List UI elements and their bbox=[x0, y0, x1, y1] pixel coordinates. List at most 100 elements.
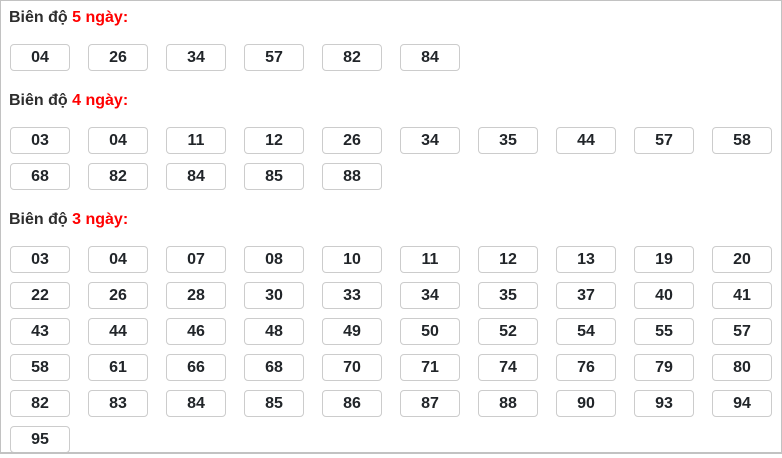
number-cell: 48 bbox=[235, 318, 313, 345]
number-cell: 84 bbox=[391, 44, 469, 71]
number-cell: 93 bbox=[625, 390, 703, 417]
number-cell: 82 bbox=[1, 390, 79, 417]
number-box: 90 bbox=[556, 390, 616, 417]
number-box: 80 bbox=[712, 354, 772, 381]
number-cell: 68 bbox=[235, 354, 313, 381]
number-cell: 94 bbox=[703, 390, 781, 417]
number-cell: 58 bbox=[703, 127, 781, 154]
number-cell: 58 bbox=[1, 354, 79, 381]
number-box: 22 bbox=[10, 282, 70, 309]
number-cell: 66 bbox=[157, 354, 235, 381]
number-box: 57 bbox=[244, 44, 304, 71]
number-cell: 13 bbox=[547, 246, 625, 273]
amplitude-section: Biên độ 4 ngày: 03 04 11 12 26 34 35 44 … bbox=[1, 84, 781, 190]
number-cell: 11 bbox=[391, 246, 469, 273]
number-box: 34 bbox=[166, 44, 226, 71]
number-box: 04 bbox=[88, 127, 148, 154]
number-box: 82 bbox=[88, 163, 148, 190]
number-cell: 84 bbox=[157, 163, 235, 190]
number-box: 88 bbox=[478, 390, 538, 417]
number-cell: 54 bbox=[547, 318, 625, 345]
number-cell: 82 bbox=[79, 163, 157, 190]
number-box: 26 bbox=[322, 127, 382, 154]
number-grid: 03 04 11 12 26 34 35 44 57 58 68 82 84 8… bbox=[1, 127, 781, 190]
number-cell: 50 bbox=[391, 318, 469, 345]
number-box: 04 bbox=[88, 246, 148, 273]
number-box: 85 bbox=[244, 163, 304, 190]
number-box: 03 bbox=[10, 127, 70, 154]
number-cell: 57 bbox=[625, 127, 703, 154]
number-cell: 70 bbox=[313, 354, 391, 381]
number-box: 93 bbox=[634, 390, 694, 417]
number-cell: 34 bbox=[391, 282, 469, 309]
number-box: 84 bbox=[400, 44, 460, 71]
number-box: 58 bbox=[712, 127, 772, 154]
number-cell: 08 bbox=[235, 246, 313, 273]
number-box: 52 bbox=[478, 318, 538, 345]
number-box: 35 bbox=[478, 282, 538, 309]
number-cell: 04 bbox=[79, 246, 157, 273]
number-cell: 07 bbox=[157, 246, 235, 273]
number-cell: 68 bbox=[1, 163, 79, 190]
number-box: 12 bbox=[478, 246, 538, 273]
number-cell: 55 bbox=[625, 318, 703, 345]
number-box: 54 bbox=[556, 318, 616, 345]
number-cell: 76 bbox=[547, 354, 625, 381]
section-title-prefix: Biên độ bbox=[9, 9, 68, 26]
number-box: 26 bbox=[88, 282, 148, 309]
number-box: 28 bbox=[166, 282, 226, 309]
number-box: 84 bbox=[166, 390, 226, 417]
section-title-highlight: 3 ngày: bbox=[72, 211, 129, 228]
number-box: 35 bbox=[478, 127, 538, 154]
number-box: 82 bbox=[10, 390, 70, 417]
number-box: 03 bbox=[10, 246, 70, 273]
number-cell: 79 bbox=[625, 354, 703, 381]
number-box: 44 bbox=[556, 127, 616, 154]
number-box: 46 bbox=[166, 318, 226, 345]
number-cell: 12 bbox=[235, 127, 313, 154]
number-box: 85 bbox=[244, 390, 304, 417]
section-title-prefix: Biên độ bbox=[9, 211, 68, 228]
number-cell: 26 bbox=[79, 282, 157, 309]
number-cell: 22 bbox=[1, 282, 79, 309]
number-box: 66 bbox=[166, 354, 226, 381]
number-cell: 37 bbox=[547, 282, 625, 309]
number-box: 11 bbox=[400, 246, 460, 273]
number-cell: 61 bbox=[79, 354, 157, 381]
number-box: 68 bbox=[10, 163, 70, 190]
number-box: 70 bbox=[322, 354, 382, 381]
number-cell: 44 bbox=[547, 127, 625, 154]
number-box: 57 bbox=[712, 318, 772, 345]
number-cell: 71 bbox=[391, 354, 469, 381]
number-box: 10 bbox=[322, 246, 382, 273]
number-cell: 11 bbox=[157, 127, 235, 154]
number-box: 40 bbox=[634, 282, 694, 309]
number-box: 37 bbox=[556, 282, 616, 309]
number-box: 04 bbox=[10, 44, 70, 71]
number-cell: 85 bbox=[235, 390, 313, 417]
section-title-highlight: 5 ngày: bbox=[72, 9, 129, 26]
number-box: 58 bbox=[10, 354, 70, 381]
number-box: 12 bbox=[244, 127, 304, 154]
number-box: 86 bbox=[322, 390, 382, 417]
number-cell: 12 bbox=[469, 246, 547, 273]
number-cell: 10 bbox=[313, 246, 391, 273]
number-box: 48 bbox=[244, 318, 304, 345]
number-cell: 57 bbox=[703, 318, 781, 345]
number-cell: 85 bbox=[235, 163, 313, 190]
number-cell: 30 bbox=[235, 282, 313, 309]
number-grid: 04 26 34 57 82 84 bbox=[1, 44, 781, 71]
amplitude-section: Biên độ 3 ngày: 03 04 07 08 10 11 12 13 … bbox=[1, 203, 781, 452]
number-box: 61 bbox=[88, 354, 148, 381]
number-cell: 40 bbox=[625, 282, 703, 309]
number-cell: 88 bbox=[313, 163, 391, 190]
number-box: 87 bbox=[400, 390, 460, 417]
number-cell: 34 bbox=[157, 44, 235, 71]
section-title: Biên độ 5 ngày: bbox=[1, 1, 781, 27]
number-grid: 03 04 07 08 10 11 12 13 19 20 22 26 28 3… bbox=[1, 246, 781, 452]
number-box: 71 bbox=[400, 354, 460, 381]
number-cell: 82 bbox=[313, 44, 391, 71]
number-box: 55 bbox=[634, 318, 694, 345]
